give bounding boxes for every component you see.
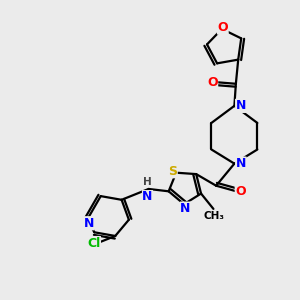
Text: N: N [236,157,246,170]
Text: N: N [83,217,94,230]
Text: H: H [143,177,152,187]
Text: N: N [142,190,153,203]
Text: N: N [180,202,191,215]
Text: N: N [236,99,246,112]
Text: O: O [207,76,217,89]
Text: S: S [168,165,177,178]
Text: O: O [235,184,246,197]
Text: CH₃: CH₃ [203,211,224,221]
Text: Cl: Cl [87,236,101,250]
Text: O: O [218,21,228,34]
